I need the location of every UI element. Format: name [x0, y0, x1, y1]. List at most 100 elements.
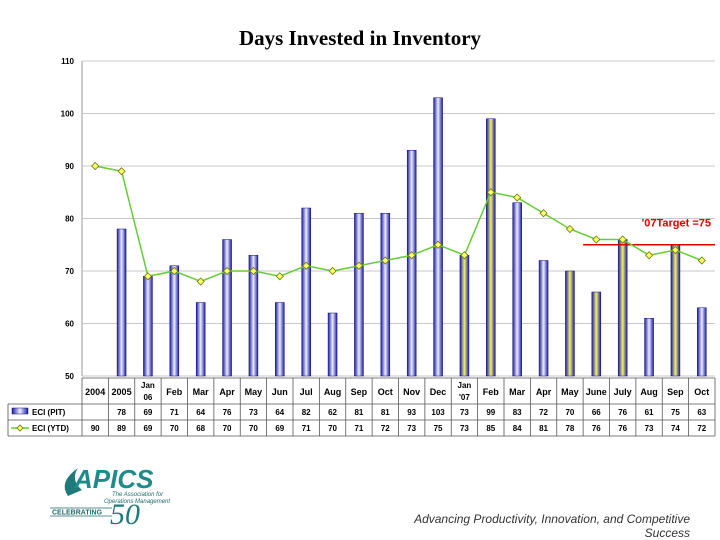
logo-graphic: APICS The Association for Operations Man… [50, 464, 170, 531]
category-label: 2005 [112, 387, 132, 397]
pit-value: 64 [275, 408, 284, 417]
ytd-value: 73 [460, 424, 469, 433]
pit-value: 66 [592, 408, 601, 417]
bar [116, 228, 127, 377]
ytd-marker [592, 235, 601, 244]
ytd-value: 90 [91, 424, 100, 433]
category-label: Mar [193, 387, 210, 397]
target-line-group: '07Target =75 [583, 217, 715, 246]
category-label: 06 [143, 393, 152, 402]
pit-value: 69 [143, 408, 152, 417]
category-label: July [614, 387, 632, 397]
y-tick-labels: 50 60 70 80 90 100 110 [61, 57, 75, 381]
pit-value: 81 [381, 408, 390, 417]
category-label: May [561, 387, 579, 397]
ytd-value: 68 [196, 424, 205, 433]
bar [143, 276, 153, 377]
category-label: Apr [536, 387, 552, 397]
pit-value: 71 [170, 408, 179, 417]
category-label: Sep [351, 387, 368, 397]
logo-tagline-1: The Association for [112, 492, 164, 498]
apics-logo: APICS The Association for Operations Man… [48, 458, 178, 535]
pit-value: 73 [460, 408, 469, 417]
ytd-value: 76 [592, 424, 601, 433]
bar [670, 244, 681, 377]
bar [617, 239, 628, 377]
legend-marker-swatch [16, 424, 24, 432]
ytd-value: 70 [170, 424, 179, 433]
pit-value: 75 [671, 408, 680, 417]
ytd-value: 71 [302, 424, 311, 433]
pit-value: 78 [117, 408, 126, 417]
pit-value: 64 [196, 408, 205, 417]
legend-line-label: ECI (YTD) [32, 424, 69, 433]
ytd-marker [407, 251, 416, 260]
ytd-line [95, 165, 703, 283]
ytd-value: 71 [354, 424, 363, 433]
ytd-value: 70 [223, 424, 232, 433]
pit-value: 62 [328, 408, 337, 417]
bar [327, 312, 338, 377]
category-label: Jan [141, 381, 155, 390]
logo-name: APICS [73, 464, 154, 494]
ytd-value: 72 [697, 424, 706, 433]
category-label: Aug [640, 387, 658, 397]
category-label: Apr [219, 387, 235, 397]
ytd-value: 72 [381, 424, 390, 433]
bar [459, 255, 470, 377]
ytd-marker [91, 161, 100, 171]
ytd-marker [275, 272, 284, 281]
legend-bar-label: ECI (PIT) [32, 408, 66, 417]
category-label: Mar [509, 387, 526, 397]
bar [486, 118, 496, 377]
category-label: Nov [403, 387, 420, 397]
ytd-value: 70 [249, 424, 258, 433]
ytd-marker [671, 245, 680, 255]
ytd-marker [565, 224, 575, 234]
category-label: Dec [430, 387, 447, 397]
bar [354, 213, 364, 377]
ytd-value: 69 [275, 424, 284, 433]
ytd-value: 73 [645, 424, 654, 433]
pit-value: 72 [539, 408, 548, 417]
ytd-marker [196, 277, 205, 286]
logo-swoosh-icon [64, 468, 82, 496]
category-label: May [245, 387, 263, 397]
bar [406, 150, 417, 377]
pit-value: 81 [354, 408, 363, 417]
y-tick-label: 110 [61, 57, 74, 66]
pit-value: 82 [302, 408, 311, 417]
category-label: Oct [378, 387, 393, 397]
gridlines [81, 60, 715, 377]
bar [169, 265, 180, 377]
bar [644, 318, 654, 377]
category-label: Feb [483, 387, 500, 397]
category-label: Feb [166, 387, 183, 397]
ytd-marker [513, 193, 522, 202]
ytd-value: 84 [513, 424, 522, 433]
ytd-marker [486, 188, 495, 197]
ytd-marker [170, 266, 179, 276]
ytd-marker [618, 235, 627, 244]
ytd-value: 76 [618, 424, 627, 433]
ytd-marker [381, 256, 390, 265]
ytd-marker [143, 272, 153, 281]
ytd-marker [222, 266, 232, 276]
bar-series [116, 97, 707, 377]
ytd-value: 75 [434, 424, 443, 433]
category-label: Aug [324, 387, 342, 397]
bar [697, 307, 707, 377]
ytd-value: 78 [565, 424, 574, 433]
y-tick-label: 90 [65, 162, 74, 171]
y-tick-label: 70 [65, 267, 74, 276]
line-series [91, 161, 706, 286]
category-label: Jun [272, 387, 288, 397]
y-tick-label: 80 [65, 215, 74, 224]
ytd-value: 74 [671, 424, 680, 433]
chart-title: Days Invested in Inventory [238, 26, 482, 50]
legend-bar-swatch [11, 407, 29, 415]
ytd-marker [644, 251, 654, 260]
bar [301, 207, 311, 377]
ytd-value: 69 [143, 424, 152, 433]
